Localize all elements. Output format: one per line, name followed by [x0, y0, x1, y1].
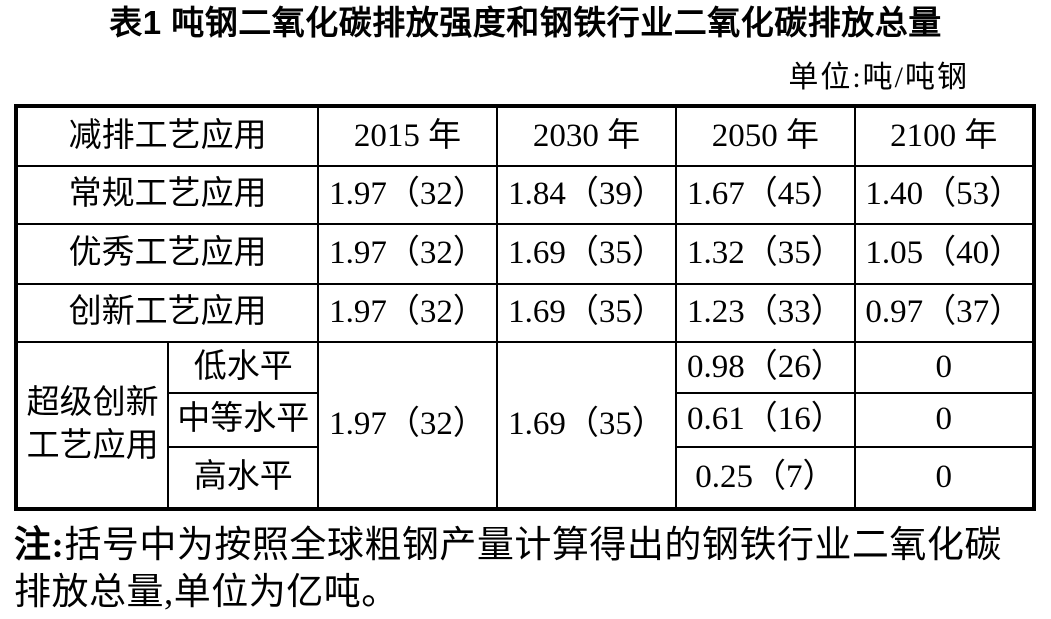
cell-2015: 1.97（32） [317, 282, 498, 343]
cell-2030: 1.69（35） [495, 222, 678, 285]
footnote-prefix: 注: [14, 524, 65, 566]
level-label-low: 低水平 [167, 340, 320, 394]
col-header-process: 减排工艺应用 [14, 104, 320, 167]
cell-2050: 0.25（7） [675, 445, 856, 510]
cell-2100: 0 [853, 445, 1036, 510]
row-conventional: 常规工艺应用 1.97（32） 1.84（39） 1.67（45） 1.40（5… [14, 164, 1036, 225]
sub-row-high: 高水平 0.25（7） 0 [16, 445, 1036, 510]
row-label: 优秀工艺应用 [14, 222, 320, 285]
cell-2050: 1.23（33） [675, 282, 856, 343]
cell-2100: 0.97（37） [853, 282, 1036, 343]
col-header-2100: 2100 年 [853, 104, 1036, 167]
sub-row-low: 超级创新工艺应用 低水平 1.97（32） 1.69（35） 0.98（26） … [14, 340, 1036, 510]
row-innovative: 创新工艺应用 1.97（32） 1.69（35） 1.23（33） 0.97（3… [14, 282, 1036, 343]
level-label-medium: 中等水平 [167, 391, 320, 448]
emissions-table: 减排工艺应用 2015 年 2030 年 2050 年 2100 年 常规工艺应… [14, 103, 1036, 511]
footnote: 注:括号中为按照全球粗钢产量计算得出的钢铁行业二氧化碳排放总量,单位为亿吨。 [14, 523, 1009, 616]
col-header-2015: 2015 年 [317, 104, 498, 167]
super-group-label: 超级创新工艺应用 [14, 340, 170, 510]
sub-row-medium: 中等水平 0.61（16） 0 [16, 391, 1036, 448]
table-title: 表1 吨钢二氧化碳排放强度和钢铁行业二氧化碳排放总量 [109, 4, 942, 41]
cell-2015-merged: 1.97（32） [317, 340, 498, 510]
cell-2050: 1.32（35） [675, 222, 856, 285]
cell-2100: 1.05（40） [853, 222, 1036, 285]
unit-label: 单位:吨/吨钢 [788, 60, 969, 94]
row-label: 创新工艺应用 [14, 282, 320, 343]
col-header-2050: 2050 年 [675, 104, 856, 167]
cell-2030: 1.84（39） [495, 164, 678, 225]
level-label-high: 高水平 [167, 445, 320, 510]
col-header-2030: 2030 年 [495, 104, 678, 167]
cell-2050: 0.98（26） [675, 340, 856, 394]
cell-2030: 1.69（35） [495, 282, 678, 343]
cell-2100: 0 [853, 391, 1036, 448]
cell-2015: 1.97（32） [317, 164, 498, 225]
cell-2100: 1.40（53） [853, 164, 1036, 225]
row-excellent: 优秀工艺应用 1.97（32） 1.69（35） 1.32（35） 1.05（4… [14, 222, 1036, 285]
cell-2015: 1.97（32） [317, 222, 498, 285]
cell-2050: 1.67（45） [675, 164, 856, 225]
cell-2100: 0 [853, 340, 1036, 394]
cell-2030-merged: 1.69（35） [495, 340, 678, 510]
footnote-text: 括号中为按照全球粗钢产量计算得出的钢铁行业二氧化碳排放总量,单位为亿吨。 [14, 524, 1002, 613]
cell-2050: 0.61（16） [675, 391, 856, 448]
header-row: 减排工艺应用 2015 年 2030 年 2050 年 2100 年 [14, 104, 1036, 167]
document-page: 表1 吨钢二氧化碳排放强度和钢铁行业二氧化碳排放总量 单位:吨/吨钢 减排工艺应… [0, 4, 1051, 619]
row-label: 常规工艺应用 [14, 164, 320, 225]
